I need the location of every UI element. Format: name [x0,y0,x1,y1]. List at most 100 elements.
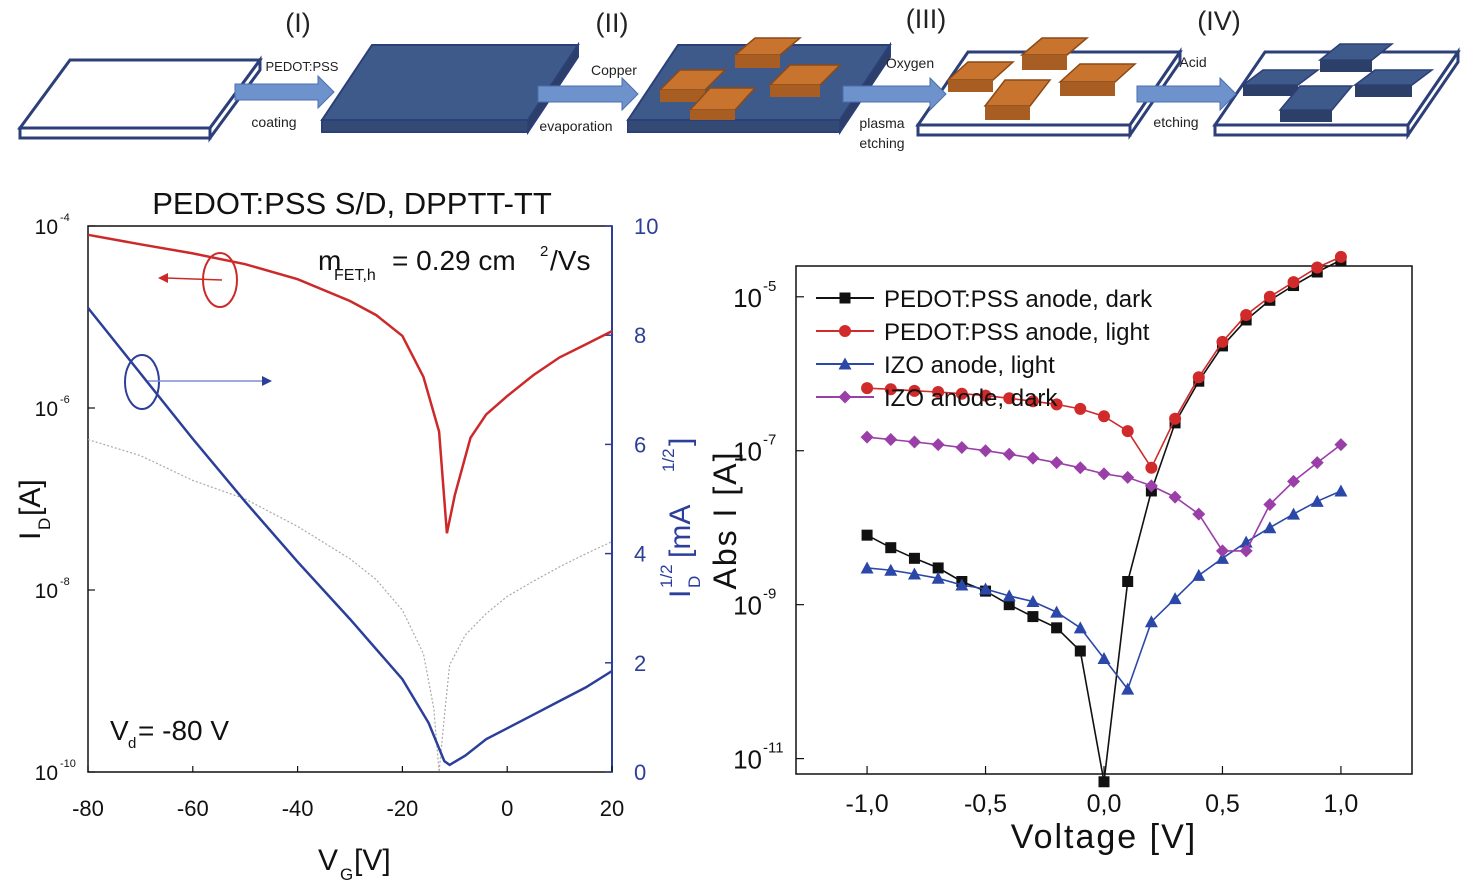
step-top-label: Oxygen [886,55,934,71]
step-4: (IV) Acid etching [1136,6,1241,130]
vd-annotation: V d = -80 V [110,715,229,752]
y-label-end: ] [664,438,697,446]
data-point [1098,410,1110,423]
legend-item: PEDOT:PSS anode, dark [816,286,1153,313]
data-point [1074,645,1086,657]
data-point [884,432,898,446]
y-tick-labels-right: 0 2 4 6 8 10 [605,214,658,785]
y-tick-labels: 10-510-710-910-11 [733,278,804,775]
x-axis-label: Voltage [V] [1011,818,1197,856]
left-axis-indicator [158,252,238,308]
data-point [931,571,945,584]
data-point [1003,599,1015,611]
x-label-sub: G [340,865,353,884]
y-label-sub: D [685,576,704,588]
mobility-subscript: FET,h [334,267,376,284]
legend-marker [838,357,852,370]
data-point [1050,605,1064,618]
step-bottom-label: etching [1153,114,1198,130]
data-point [1098,776,1110,788]
data-point [861,529,873,541]
x-tick-label: 0 [501,796,513,821]
data-point [907,435,921,449]
y-label-rest: [A] [14,479,47,516]
step-bottom-label-2: etching [859,135,904,151]
data-point [1192,371,1205,384]
pedot-electrodes [1240,43,1435,122]
y-tick-exponent: -4 [60,212,70,224]
data-point [932,385,945,398]
step-2: (II) Copper evaporation [537,8,639,134]
x-tick-label: 0,0 [1087,790,1122,818]
series-3 [860,430,1348,558]
data-point [1287,474,1301,488]
y-label-main: I [664,590,697,598]
step-top-label: Acid [1179,54,1206,70]
step-top-label: Copper [591,62,637,78]
y-tick-labels-left: 10-410-610-810-10 [35,212,95,785]
data-point [1263,521,1277,534]
step-numeral: (II) [596,8,629,38]
data-point [1121,470,1135,484]
data-point [1215,544,1229,558]
legend-label: IZO anode, light [884,352,1055,379]
process-arrow [537,76,639,112]
y-right-tick-label: 2 [634,651,646,676]
mobility-superscript: 2 [540,243,548,260]
x-tick-labels: -80 -60 -40 -20 0 20 [72,766,624,821]
y-label-rest: [mA [664,505,697,558]
y-right-tick-label: 6 [634,432,646,457]
y-tick-exponent: -5 [763,278,776,295]
step-1: (I) PEDOT:PSS coating [234,8,339,130]
y-axis-label-right: I D 1/2 [mA 1/2 ] [657,438,704,598]
y-tick-base: 10 [733,745,762,775]
y-tick-base: 10 [733,283,762,313]
data-point [1287,507,1301,520]
data-point [1073,621,1087,634]
transfer-chart: PEDOT:PSS S/D, DPPTT-TT -80 -60 -40 -20 0 20 … [14,186,704,884]
legend-label: IZO anode, dark [884,385,1058,412]
data-point [1311,261,1324,274]
vd-value: = -80 V [138,715,229,746]
data-point [1334,484,1348,497]
x-tick-labels: -1,0 -0,5 0,0 0,5 1,0 [846,766,1359,818]
y-label-sub: D [35,518,54,530]
substrate-stage-2 [626,37,892,136]
data-point [884,383,897,396]
step-bottom-label: evaporation [539,118,612,134]
data-point [908,384,921,397]
data-point [979,389,992,402]
legend-label: PEDOT:PSS anode, light [884,319,1150,346]
data-point [979,582,993,595]
arrow-head-icon [158,273,168,283]
data-point [1097,467,1111,481]
data-point [860,561,874,574]
step-bottom-label: plasma [859,115,904,131]
data-point [908,552,920,564]
y-tick-exponent: -6 [60,394,70,406]
y-label-main: I [14,532,47,540]
step-numeral: (III) [906,4,947,34]
process-arrow [1136,76,1237,112]
y-tick-base: 10 [35,580,58,603]
data-point [1121,682,1135,695]
x-tick-label: -60 [177,796,209,821]
data-point [1192,568,1206,581]
data-point [885,542,897,554]
substrate-stage-3 [915,37,1183,140]
x-tick-label: -40 [282,796,314,821]
x-tick-label: 1,0 [1324,790,1359,818]
series-2 [860,484,1348,695]
process-arrow [234,74,335,110]
data-point [1334,250,1347,263]
data-point [1216,335,1229,348]
data-point [1310,494,1324,507]
y-right-tick-label: 0 [634,760,646,785]
y-label-rest-sup: 1/2 [659,448,678,472]
x-tick-label: -80 [72,796,104,821]
legend-item: IZO anode, dark [816,385,1058,412]
indicator-ellipse [124,354,160,410]
legend-marker [839,325,851,337]
data-point [861,382,874,395]
